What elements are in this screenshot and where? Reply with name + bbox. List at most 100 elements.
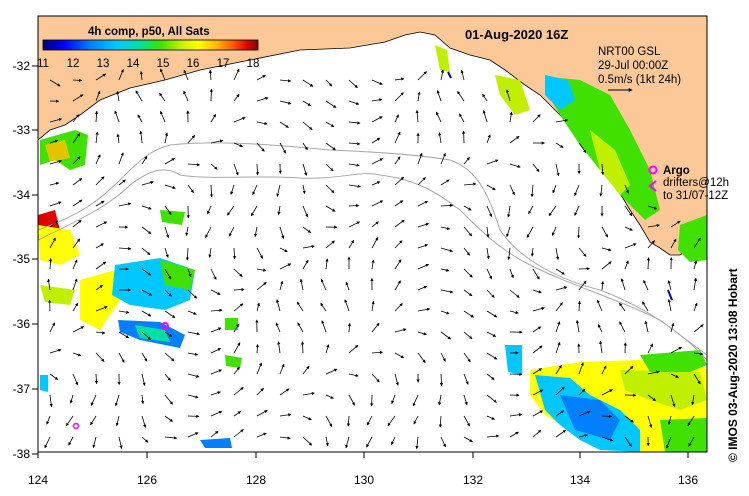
current-arrow (141, 155, 148, 165)
current-arrow (250, 205, 258, 217)
drifter-marker (667, 289, 673, 301)
current-arrow (49, 181, 60, 186)
current-arrow (601, 261, 612, 270)
lat-tick-label: -34 (13, 188, 31, 202)
current-arrow (440, 179, 450, 186)
current-arrow (141, 310, 152, 317)
current-arrow (463, 182, 477, 186)
current-arrow (279, 142, 286, 154)
current-arrow (601, 436, 614, 442)
current-arrow (394, 352, 405, 359)
current-arrow (667, 415, 672, 425)
current-arrow (667, 298, 672, 312)
current-arrow (72, 156, 81, 165)
current-arrow (417, 263, 430, 270)
current-arrow (345, 281, 350, 291)
colorbar-tick-label: 11 (37, 58, 49, 70)
current-arrow (164, 158, 175, 165)
current-arrow (164, 226, 170, 239)
current-arrow (348, 121, 361, 125)
current-arrow (141, 247, 151, 256)
current-arrow (90, 415, 97, 426)
current-arrow (187, 134, 196, 144)
current-arrow (233, 142, 243, 147)
current-arrow (210, 268, 217, 280)
current-arrow (49, 79, 61, 87)
current-arrow (72, 373, 79, 386)
current-arrow (348, 344, 359, 354)
current-arrow (325, 436, 329, 447)
current-arrow (233, 163, 239, 176)
current-arrow (413, 415, 419, 425)
current-arrow (463, 205, 472, 211)
current-arrow (95, 73, 107, 81)
argo-icon (648, 165, 658, 175)
current-arrow (141, 180, 154, 186)
current-arrow (371, 373, 380, 383)
current-arrow (302, 365, 310, 375)
current-arrow (72, 94, 84, 102)
current-arrow (187, 373, 200, 378)
current-arrow (530, 247, 534, 257)
current-arrow (233, 303, 244, 312)
current-arrow (187, 432, 199, 438)
current-arrow (49, 139, 59, 144)
current-arrow (394, 240, 403, 249)
lon-tick-label: 130 (354, 473, 374, 487)
current-arrow (371, 350, 384, 354)
current-arrow (528, 205, 534, 215)
isobath-lines (38, 142, 707, 361)
current-arrow (348, 163, 360, 167)
current-arrow (391, 436, 396, 445)
current-arrow (417, 285, 428, 291)
current-arrow (415, 109, 419, 123)
current-arrow (95, 261, 107, 270)
current-arrow (578, 362, 584, 375)
current-arrow (394, 176, 405, 186)
current-arrow (532, 345, 543, 354)
current-arrow (325, 184, 335, 194)
current-arrow (183, 69, 189, 81)
current-arrow (371, 137, 381, 144)
current-arrow (325, 205, 336, 212)
current-arrow (233, 287, 245, 292)
current-arrow (72, 177, 83, 186)
current-arrow (302, 205, 309, 218)
longitude-axis: 124 126 128 130 132 134 136 (28, 452, 698, 487)
current-arrow (209, 184, 214, 198)
current-arrow (417, 177, 426, 186)
current-arrow (164, 184, 176, 190)
current-arrow (49, 220, 59, 228)
current-arrow (509, 184, 515, 196)
current-arrow (210, 369, 222, 375)
current-arrow (371, 221, 379, 228)
drifter-icon (648, 180, 657, 192)
current-arrow (325, 344, 330, 354)
current-arrow (255, 163, 260, 176)
current-arrow (276, 299, 281, 312)
current-arrow (670, 373, 679, 378)
current-arrow (624, 184, 629, 194)
current-arrow (555, 286, 568, 291)
current-arrow (574, 205, 580, 216)
current-arrow (577, 300, 582, 312)
current-arrow (532, 326, 542, 333)
current-arrow (255, 343, 260, 354)
current-arrow (95, 306, 108, 312)
current-arrow (412, 394, 419, 407)
drifters-label-line2: to 31/07-12Z (663, 190, 728, 202)
current-arrow (320, 278, 327, 291)
current-arrow (210, 391, 221, 396)
current-arrow (693, 237, 701, 249)
current-arrow (209, 88, 213, 102)
current-arrow (670, 346, 682, 354)
current-arrow (555, 142, 564, 148)
current-arrow (667, 280, 672, 291)
current-arrow (256, 302, 260, 312)
current-arrow (624, 226, 633, 231)
current-arrow (95, 176, 105, 186)
current-arrow (72, 352, 82, 357)
current-arrow (137, 114, 143, 123)
current-arrow (141, 352, 148, 362)
current-arrow (600, 280, 605, 291)
